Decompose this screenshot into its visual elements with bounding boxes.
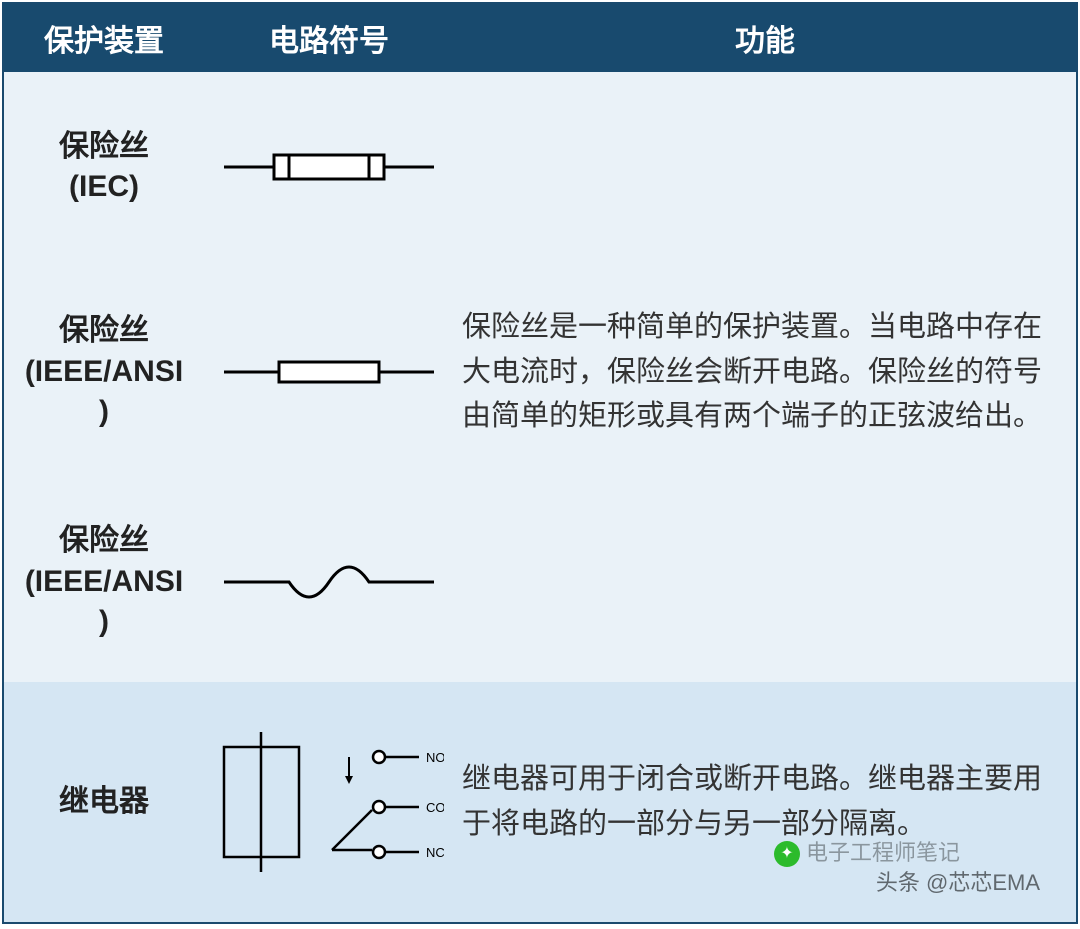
header-symbol: 电路符号 <box>204 16 454 60</box>
table-header: 保护装置 电路符号 功能 <box>4 4 1076 72</box>
device-name: 保险丝 (IEEE/ANSI ) <box>4 303 204 441</box>
fuse-iec-icon <box>219 137 439 197</box>
watermark-author: 头条 @芯芯EMA <box>876 865 1040 897</box>
device-line1: 保险丝 <box>59 314 149 347</box>
symbol-fuse-ieee-rect <box>204 342 454 402</box>
symbol-fuse-iec <box>204 137 454 197</box>
device-line1: 继电器 <box>59 785 149 818</box>
header-function: 功能 <box>454 16 1076 60</box>
device-line2: (IEEE/ANSI <box>25 565 183 598</box>
function-cell: 继电器可用于闭合或断开电路。继电器主要用于将电路的一部分与另一部分隔离。 <box>454 757 1076 847</box>
fuse-ieee-sine-icon <box>219 547 439 617</box>
device-line3: ) <box>99 395 109 428</box>
watermark-source: ✦电子工程师笔记 <box>774 835 960 867</box>
table-row: 保险丝 (IEEE/ANSI ) <box>4 482 1076 682</box>
device-line1: 保险丝 <box>59 524 149 557</box>
device-line1: 保险丝 <box>59 130 149 163</box>
device-name: 保险丝 (IEEE/ANSI ) <box>4 513 204 651</box>
protection-device-table: 保护装置 电路符号 功能 保险丝 (IEC) 保险丝 (IEEE/ANSI ) <box>2 2 1078 924</box>
device-name: 保险丝 (IEC) <box>4 119 204 216</box>
function-cell: 保险丝是一种简单的保护装置。当电路中存在大电流时，保险丝会断开电路。保险丝的符号… <box>454 305 1076 440</box>
device-name: 继电器 <box>4 774 204 831</box>
symbol-fuse-ieee-sine <box>204 547 454 617</box>
relay-no-label: NO <box>426 750 444 765</box>
header-device: 保护装置 <box>4 16 204 60</box>
watermark1-text: 电子工程师笔记 <box>806 840 960 865</box>
device-line3: ) <box>99 605 109 638</box>
relay-icon: NO COM NC <box>214 722 444 882</box>
relay-com-label: COM <box>426 800 444 815</box>
symbol-relay: NO COM NC <box>204 722 454 882</box>
relay-nc-label: NC <box>426 845 444 860</box>
wechat-icon: ✦ <box>774 841 800 867</box>
table-row: 保险丝 (IEEE/ANSI ) 保险丝是一种简单的保护装置。当电路中存在大电流… <box>4 262 1076 482</box>
table-row: 保险丝 (IEC) <box>4 72 1076 262</box>
fuse-ieee-rect-icon <box>219 342 439 402</box>
device-line2: (IEEE/ANSI <box>25 355 183 388</box>
device-line2: (IEC) <box>69 170 139 203</box>
